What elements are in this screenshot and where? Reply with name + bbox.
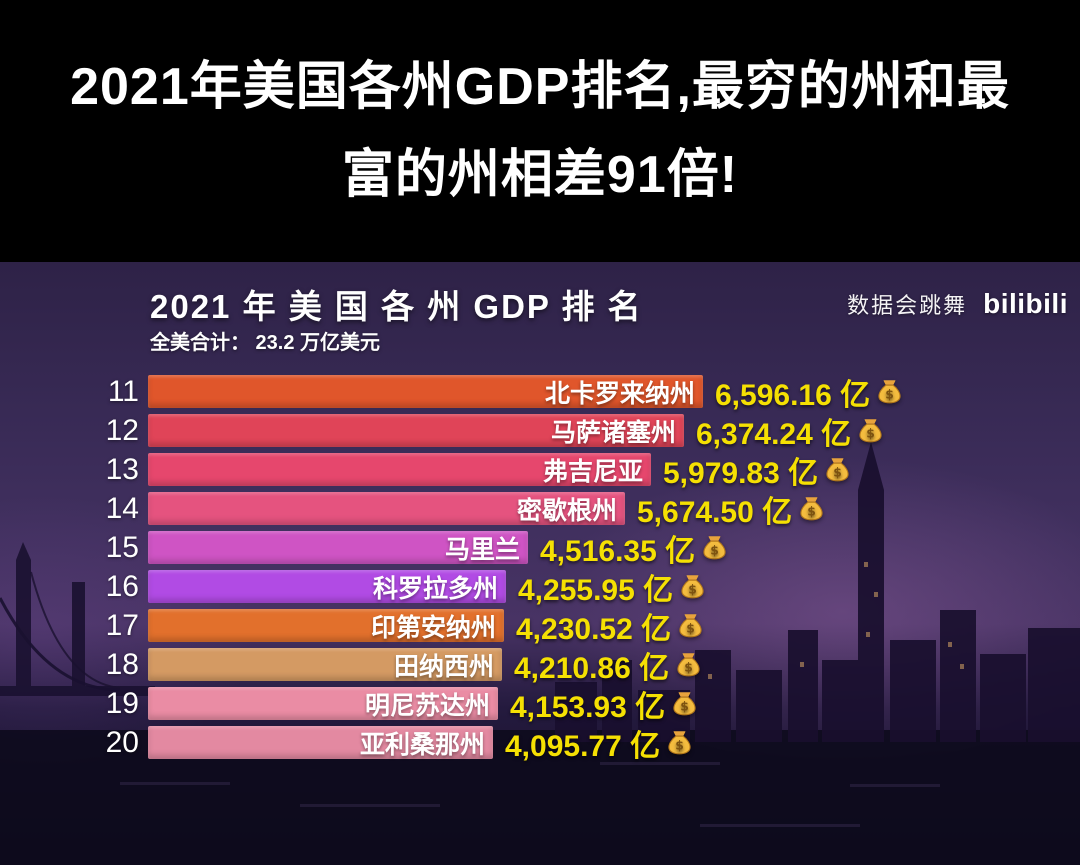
chart-row: 15 马里兰 4,516.35 亿 $ xyxy=(0,526,1080,570)
gdp-bar: 北卡罗来纳州 xyxy=(148,375,703,408)
state-label: 密歇根州 xyxy=(516,496,617,525)
chart-title: 2021 年 美 国 各 州 GDP 排 名 xyxy=(150,288,643,325)
headline-line-1: 2021年美国各州GDP排名,最穷的州和最 xyxy=(70,58,1010,116)
video-frame: 2021 年 美 国 各 州 GDP 排 名 全美合计： 23.2 万亿美元 数… xyxy=(0,262,1080,865)
gdp-value-text: 6,374.24 亿 xyxy=(696,417,852,451)
gdp-value: 4,255.95 亿 $ xyxy=(518,565,706,609)
gdp-value-text: 5,674.50 亿 xyxy=(637,495,793,529)
svg-text:$: $ xyxy=(675,738,684,752)
gdp-value-text: 6,596.16 亿 xyxy=(715,378,871,412)
gdp-bar: 田纳西州 xyxy=(148,648,502,681)
gdp-value-text: 4,516.35 亿 xyxy=(540,534,696,568)
city-skyline-background xyxy=(0,442,1080,865)
svg-text:$: $ xyxy=(686,621,695,635)
chart-subtitle: 全美合计： 23.2 万亿美元 xyxy=(150,332,381,354)
gdp-bar: 印第安纳州 xyxy=(148,609,504,642)
gdp-value: 4,516.35 亿 $ xyxy=(540,526,728,570)
gdp-value: 4,230.52 亿 $ xyxy=(516,604,704,648)
gdp-value-text: 4,255.95 亿 xyxy=(518,573,674,607)
bar-chart: 11 北卡罗来纳州 6,596.16 亿 $12 马萨诸塞州 6,374.24 亿 $13 弗… xyxy=(0,370,1080,765)
gdp-bar: 明尼苏达州 xyxy=(148,687,498,720)
svg-text:$: $ xyxy=(833,465,842,479)
gdp-value: 4,095.77 亿 $ xyxy=(505,721,693,765)
headline-line-2: 富的州相差91倍! xyxy=(341,146,739,204)
money-bag-icon: $ xyxy=(679,614,702,638)
svg-text:$: $ xyxy=(866,426,875,440)
svg-text:$: $ xyxy=(710,543,719,557)
gdp-bar: 弗吉尼亚 xyxy=(148,453,651,486)
gdp-value-text: 4,095.77 亿 xyxy=(505,729,661,763)
svg-text:$: $ xyxy=(680,699,689,713)
gdp-value: 6,374.24 亿 $ xyxy=(696,409,884,453)
headline: 2021年美国各州GDP排名,最穷的州和最 富的州相差91倍! xyxy=(0,0,1080,262)
rank-label: 19 xyxy=(105,686,139,720)
gdp-bar: 密歇根州 xyxy=(148,492,625,525)
gdp-value-text: 4,230.52 亿 xyxy=(516,612,672,646)
money-bag-icon: $ xyxy=(668,731,691,755)
money-bag-icon: $ xyxy=(800,497,823,521)
gdp-bar: 亚利桑那州 xyxy=(148,726,493,759)
gdp-bar: 科罗拉多州 xyxy=(148,570,506,603)
money-bag-icon: $ xyxy=(826,458,849,482)
gdp-value: 5,674.50 亿 $ xyxy=(637,487,825,531)
chart-row: 16 科罗拉多州 4,255.95 亿 $ xyxy=(0,565,1080,609)
rank-label: 18 xyxy=(105,647,139,681)
rank-label: 13 xyxy=(105,452,139,486)
money-bag-icon: $ xyxy=(673,692,696,716)
gdp-value: 4,210.86 亿 $ xyxy=(514,643,702,687)
rank-label: 16 xyxy=(105,569,139,603)
gdp-bar: 马萨诸塞州 xyxy=(148,414,684,447)
state-label: 北卡罗来纳州 xyxy=(544,379,695,408)
money-bag-icon: $ xyxy=(878,380,901,404)
rank-label: 15 xyxy=(105,530,139,564)
bilibili-logo: bilibili xyxy=(983,288,1068,319)
rank-label: 14 xyxy=(105,491,139,525)
chart-row: 18 田纳西州 4,210.86 亿 $ xyxy=(0,643,1080,687)
chart-row: 14 密歇根州 5,674.50 亿 $ xyxy=(0,487,1080,531)
watermark-text: 数据会跳舞 xyxy=(847,293,968,318)
state-label: 马里兰 xyxy=(444,535,520,564)
watermark: 数据会跳舞 bilibili xyxy=(847,288,1068,320)
gdp-value-text: 5,979.83 亿 xyxy=(663,456,819,490)
money-bag-icon: $ xyxy=(677,653,700,677)
rank-label: 17 xyxy=(105,608,139,642)
gdp-value: 4,153.93 亿 $ xyxy=(510,682,698,726)
svg-text:$: $ xyxy=(684,660,693,674)
chart-row: 17 印第安纳州 4,230.52 亿 $ xyxy=(0,604,1080,648)
gdp-bar: 马里兰 xyxy=(148,531,528,564)
svg-text:$: $ xyxy=(688,582,697,596)
state-label: 明尼苏达州 xyxy=(364,691,490,720)
gdp-value-text: 4,210.86 亿 xyxy=(514,651,670,685)
svg-text:$: $ xyxy=(807,504,816,518)
state-label: 印第安纳州 xyxy=(370,613,496,642)
chart-row: 11 北卡罗来纳州 6,596.16 亿 $ xyxy=(0,370,1080,414)
chart-row: 19 明尼苏达州 4,153.93 亿 $ xyxy=(0,682,1080,726)
money-bag-icon: $ xyxy=(859,419,882,443)
state-label: 马萨诸塞州 xyxy=(550,418,676,447)
svg-text:$: $ xyxy=(885,387,894,401)
gdp-value: 6,596.16 亿 $ xyxy=(715,370,903,414)
chart-row: 12 马萨诸塞州 6,374.24 亿 $ xyxy=(0,409,1080,453)
gdp-value-text: 4,153.93 亿 xyxy=(510,690,666,724)
chart-row: 13 弗吉尼亚 5,979.83 亿 $ xyxy=(0,448,1080,492)
chart-row: 20 亚利桑那州 4,095.77 亿 $ xyxy=(0,721,1080,765)
rank-label: 20 xyxy=(105,725,139,759)
money-bag-icon: $ xyxy=(681,575,704,599)
rank-label: 12 xyxy=(105,413,139,447)
money-bag-icon: $ xyxy=(703,536,726,560)
state-label: 弗吉尼亚 xyxy=(542,457,643,486)
state-label: 亚利桑那州 xyxy=(359,730,485,759)
rank-label: 11 xyxy=(107,374,139,408)
state-label: 田纳西州 xyxy=(393,652,494,681)
state-label: 科罗拉多州 xyxy=(372,574,498,603)
gdp-value: 5,979.83 亿 $ xyxy=(663,448,851,492)
